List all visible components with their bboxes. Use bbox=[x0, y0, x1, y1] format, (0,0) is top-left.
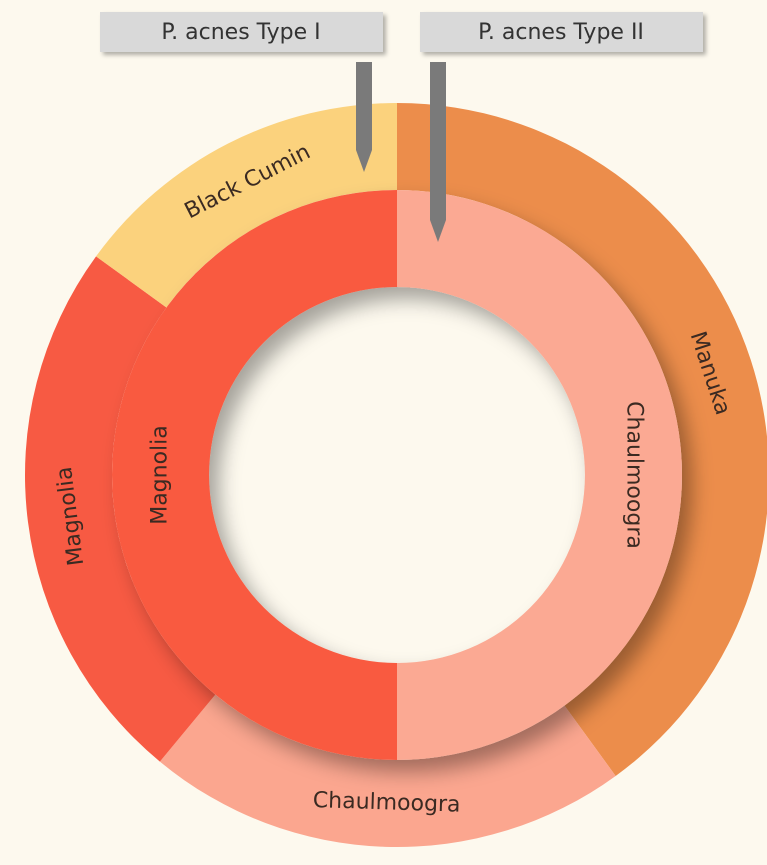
segment bbox=[397, 103, 767, 776]
pointer bbox=[430, 62, 446, 242]
callouts: P. acnes Type I P. acnes Type II bbox=[100, 12, 703, 242]
pointer bbox=[356, 62, 372, 172]
segment bbox=[112, 190, 397, 760]
segment bbox=[159, 694, 616, 848]
callout-box bbox=[100, 12, 383, 52]
callout-label: P. acnes Type I bbox=[161, 20, 320, 45]
segment bbox=[25, 256, 216, 762]
segment-label: Magnolia bbox=[148, 425, 173, 525]
segment bbox=[397, 190, 682, 760]
callout-box bbox=[420, 12, 703, 52]
segment bbox=[96, 103, 397, 308]
ring: Chaulmoogra Magnolia bbox=[112, 190, 682, 760]
segment-label: Chaulmoogra bbox=[622, 401, 647, 549]
segment-label: Chaulmoogra bbox=[312, 788, 460, 818]
callout-label: P. acnes Type II bbox=[478, 20, 644, 45]
